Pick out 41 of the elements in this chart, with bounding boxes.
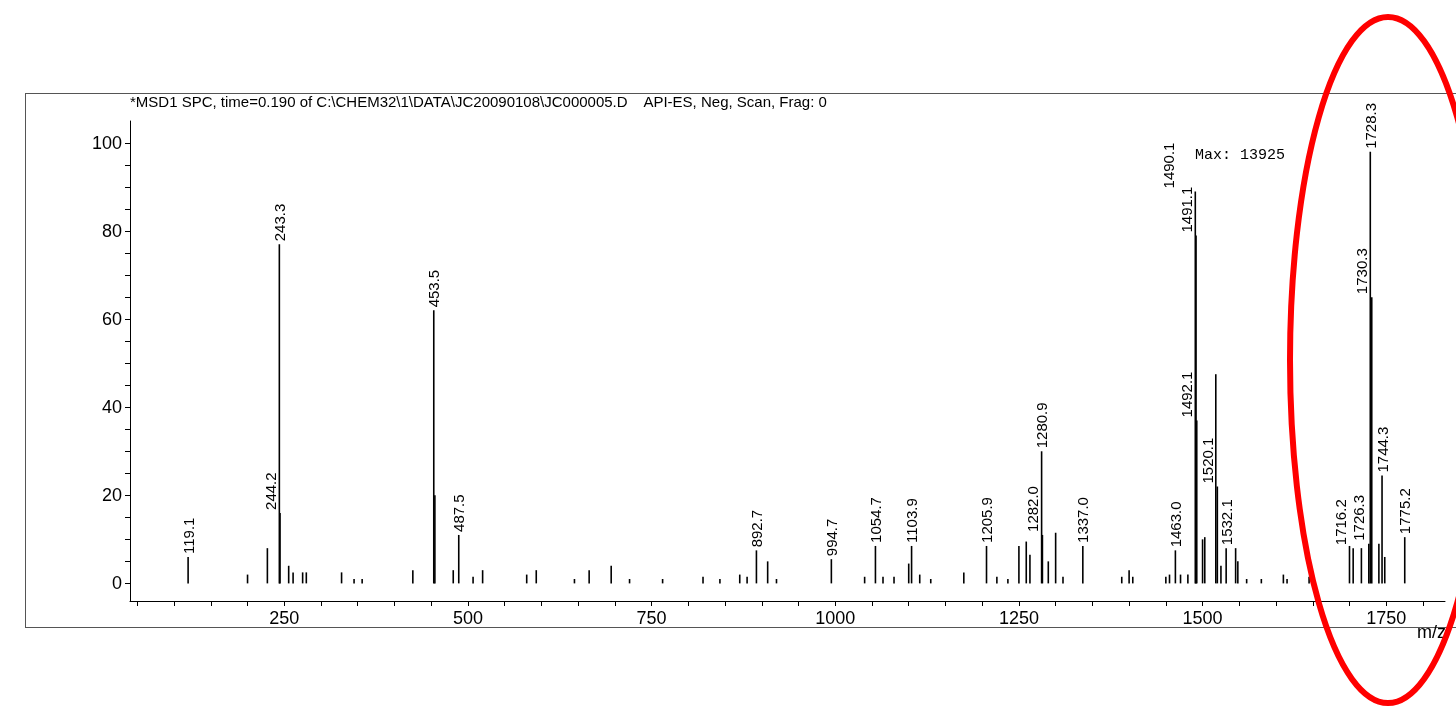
y-tick-label: 60 [101, 309, 122, 330]
annotation: 1491.1 [1177, 186, 1195, 233]
annotation: 1282.0 [1023, 486, 1041, 532]
x-tick-label: 500 [452, 608, 483, 628]
x-tick-label: 250 [269, 608, 300, 628]
annotation: 1532.1 [1217, 499, 1235, 546]
x-tick-label: 750 [636, 608, 667, 628]
annotation: 1744.3 [1373, 426, 1391, 473]
x-tick-label: 1750 [1366, 608, 1407, 628]
x-axis-title: m/z [1417, 622, 1446, 642]
annotation: 1103.9 [903, 498, 921, 543]
annotation: 1728.3 [1361, 102, 1379, 149]
x-tick-label: 1000 [815, 608, 856, 628]
annotation: 119.1 [179, 517, 197, 554]
annotation: 1775.2 [1396, 488, 1414, 535]
y-tick-label: 0 [111, 573, 122, 594]
annotation: 1205.9 [978, 497, 996, 543]
annotation: 1337.0 [1074, 497, 1092, 543]
annotation: 892.7 [747, 509, 765, 548]
y-tick-label: 40 [101, 397, 122, 418]
annotation: 1280.9 [1033, 402, 1051, 449]
x-tick-label: 1500 [1182, 608, 1223, 628]
annotation: 1492.1 [1178, 371, 1196, 418]
annotation: 487.5 [450, 494, 468, 532]
annotation: 1490.1 [1159, 142, 1177, 189]
annotation: 244.2 [261, 472, 279, 510]
y-tick-label: 80 [101, 221, 122, 242]
y-tick-label: 100 [91, 133, 122, 154]
annotation: 1054.7 [866, 497, 884, 543]
annotation: 1463.0 [1166, 501, 1184, 548]
annotation: Max: 13925 [1195, 147, 1286, 164]
annotation: 1716.2 [1332, 499, 1350, 546]
x-tick-label: 1250 [998, 608, 1039, 628]
annotation: 1726.3 [1350, 494, 1368, 541]
annotation: 1520.1 [1198, 437, 1216, 484]
annotation: 1730.3 [1353, 248, 1371, 295]
annotation: 453.5 [425, 269, 443, 308]
chart-title: *MSD1 SPC, time=0.190 of C:\CHEM32\1\DATA\JC20090108\JC000005.D API-ES, Neg, Scan, Frag: 0 [130, 93, 827, 110]
y-tick-label: 20 [101, 485, 122, 506]
annotation: 994.7 [822, 518, 840, 557]
annotation: 243.3 [270, 203, 288, 242]
